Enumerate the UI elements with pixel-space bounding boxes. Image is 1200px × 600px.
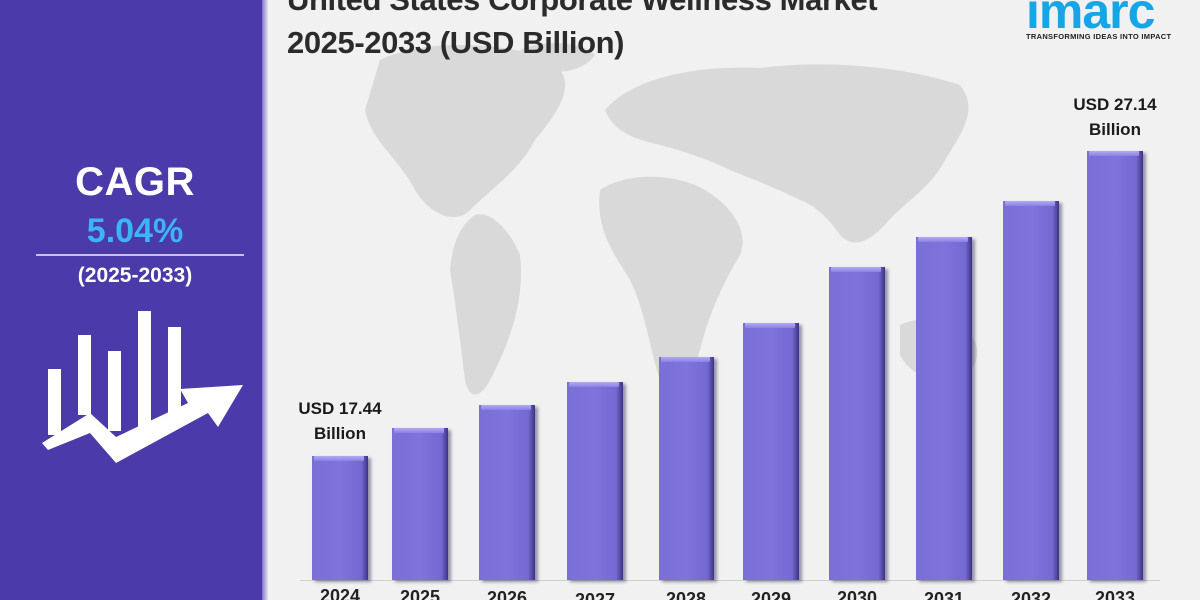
bar-2026 bbox=[479, 405, 535, 580]
bar-2028 bbox=[659, 357, 714, 580]
cagr-divider bbox=[36, 254, 244, 256]
title-line-1: United States Corporate Wellness Market bbox=[287, 0, 878, 21]
value-label-2024: USD 17.44 Billion bbox=[298, 399, 382, 443]
x-label-2026: 2026 bbox=[486, 588, 528, 600]
page-title: United States Corporate Wellness Market … bbox=[287, 0, 878, 64]
world-map-background bbox=[365, 43, 978, 395]
title-line-2: 2025-2033 (USD Billion) bbox=[287, 25, 625, 60]
x-label-2030: 2030 bbox=[836, 588, 878, 600]
x-label-2028: 2028 bbox=[665, 589, 707, 600]
logo-tagline: TRANSFORMING IDEAS INTO IMPACT bbox=[1026, 32, 1172, 41]
bar-2029 bbox=[743, 323, 799, 580]
bar-2031 bbox=[916, 237, 972, 580]
x-label-2031: 2031 bbox=[923, 589, 965, 600]
bar-2033 bbox=[1087, 151, 1143, 580]
bar-2024 bbox=[312, 456, 368, 580]
imarc-logo: imarc TRANSFORMING IDEAS INTO IMPACT bbox=[1026, 0, 1186, 41]
bar-2030 bbox=[829, 267, 885, 580]
cagr-label: CAGR bbox=[75, 160, 195, 204]
x-label-2024: 2024 bbox=[319, 586, 361, 600]
value-label-2033: USD 27.14 Billion bbox=[1073, 95, 1157, 139]
cagr-panel bbox=[0, 0, 262, 600]
x-label-2032: 2032 bbox=[1010, 589, 1052, 600]
logo-wordmark: imarc bbox=[1026, 0, 1155, 39]
x-label-2029: 2029 bbox=[750, 589, 792, 600]
bar-2032 bbox=[1003, 201, 1059, 580]
bar-2025 bbox=[392, 428, 448, 580]
bar-2027 bbox=[567, 382, 623, 580]
cagr-period: (2025-2033) bbox=[77, 264, 193, 287]
growth-chart-arrow-icon bbox=[42, 311, 243, 463]
cagr-value: 5.04% bbox=[86, 212, 184, 250]
panel-edge bbox=[262, 0, 268, 600]
chart-baseline bbox=[300, 580, 1160, 581]
x-label-2033: 2033 bbox=[1094, 588, 1136, 600]
x-label-2027: 2027 bbox=[574, 590, 616, 600]
x-label-2025: 2025 bbox=[399, 587, 441, 600]
